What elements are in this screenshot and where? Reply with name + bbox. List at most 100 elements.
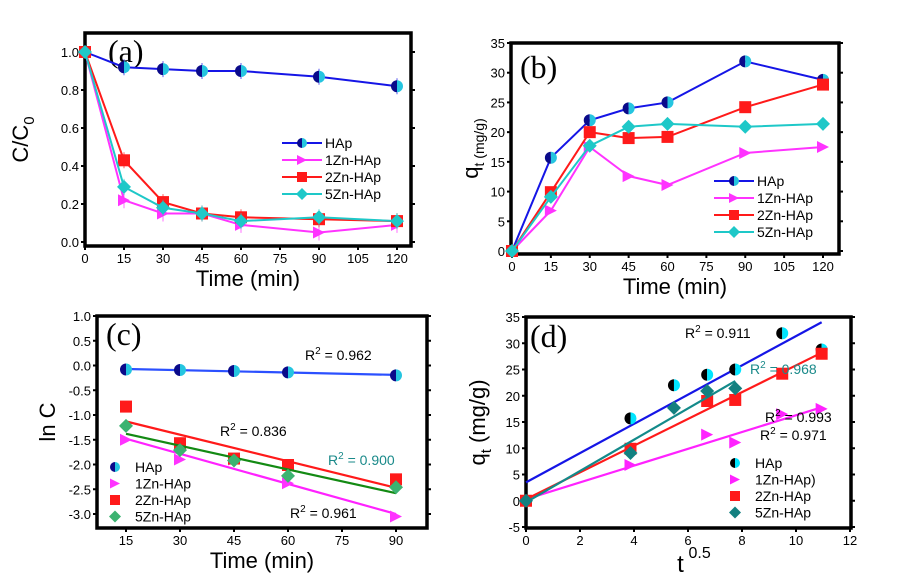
data-point xyxy=(817,78,829,91)
y-tick-label: 10 xyxy=(506,441,520,456)
data-point-right xyxy=(735,363,742,376)
x-tick-label: 90 xyxy=(312,251,326,266)
data-point-right xyxy=(180,363,186,376)
panel-label: (c) xyxy=(106,316,142,352)
plot-frame xyxy=(95,314,429,530)
x-tick-label: 45 xyxy=(195,251,209,266)
legend-label: 1Zn-HAp xyxy=(757,190,813,206)
y-tick-label: 10 xyxy=(491,185,505,200)
y-tick-label: 15 xyxy=(491,155,505,170)
x-tick-label: 30 xyxy=(583,259,597,274)
legend-label: 2Zn-HAp xyxy=(755,488,811,504)
y-tick-label: 35 xyxy=(491,36,505,51)
data-point-right xyxy=(589,114,596,127)
data-point-left xyxy=(729,363,736,376)
y-tick-label: -2.5 xyxy=(69,482,91,497)
data-point xyxy=(313,226,325,239)
legend-marker xyxy=(297,155,307,165)
x-tick-label: 75 xyxy=(699,259,713,274)
data-point-right xyxy=(782,327,789,340)
x-tick-label: 45 xyxy=(621,259,635,274)
data-point xyxy=(120,433,132,446)
x-tick-label: 4 xyxy=(630,533,637,548)
y-tick-label: 0.0 xyxy=(61,235,79,250)
panel-a: 0.0 0.2 0.4 0.6 0.8 1.0 0 15 30 45 60 75 90 105 120 Tim… xyxy=(8,31,415,291)
x-axis-title-sup: 0.5 xyxy=(689,545,711,562)
r-squared-label: R2 = 0.962 xyxy=(305,346,372,363)
x-tick-label: 30 xyxy=(156,251,170,266)
data-point xyxy=(815,402,828,415)
legend-item: 1Zn-HAp xyxy=(714,190,813,206)
data-point-left xyxy=(583,114,590,127)
legend-label: HAp xyxy=(757,173,784,189)
legend-item: 1Zn-HAp) xyxy=(730,472,816,488)
data-point-right xyxy=(124,61,130,74)
data-point xyxy=(776,367,789,380)
legend-item: HAp xyxy=(110,459,162,475)
data-point xyxy=(505,244,519,258)
data-point-right xyxy=(202,65,208,77)
data-point xyxy=(739,101,752,114)
r-squared-label: R2 = 0.911 xyxy=(685,324,751,341)
fit-line xyxy=(525,380,736,504)
y-tick-label: -1.0 xyxy=(69,408,91,423)
y-tick-label: 0 xyxy=(498,244,505,259)
y-tick-label: 35 xyxy=(506,310,520,325)
legend-marker xyxy=(297,172,307,182)
data-point xyxy=(312,210,326,225)
fit-line xyxy=(125,437,397,516)
data-point-left xyxy=(776,327,783,340)
y-tick-label: -5 xyxy=(508,520,520,535)
data-point xyxy=(624,459,637,472)
data-point xyxy=(583,126,596,139)
data-point-left xyxy=(235,65,241,77)
series-5zn-hap xyxy=(78,45,404,230)
data-point xyxy=(623,445,638,460)
data-point xyxy=(390,214,404,229)
legend-label: 2Zn-HAp xyxy=(135,492,191,508)
y-axis-title: C/C0 xyxy=(8,116,38,162)
data-point xyxy=(390,510,402,523)
y-tick-label: -3.0 xyxy=(69,507,91,522)
data-point-left xyxy=(313,70,319,83)
legend-label: HAp xyxy=(135,459,162,475)
x-tick-label: 30 xyxy=(173,533,187,548)
x-tick-label: 2 xyxy=(576,533,583,548)
legend-label: 1Zn-HAp xyxy=(135,476,191,492)
data-point xyxy=(621,119,636,134)
legend-marker-left xyxy=(730,458,735,468)
data-point-left xyxy=(622,102,629,115)
legend-item: 2Zn-HAp xyxy=(282,169,381,185)
legend-item: 2Zn-HAp xyxy=(730,488,811,504)
r-squared-label: R2 = 0.971 xyxy=(760,426,827,443)
x-axis-title: t xyxy=(677,551,684,576)
x-axis-title: Time (min) xyxy=(196,266,300,291)
y-tick-label: -2.0 xyxy=(69,458,91,473)
x-tick-label: 15 xyxy=(544,259,558,274)
legend-item: HAp xyxy=(714,173,784,189)
data-point-right xyxy=(550,151,557,164)
y-tick-label: 0.0 xyxy=(73,359,91,374)
data-point-left xyxy=(157,63,163,76)
y-axis-title: qt (mg/g) xyxy=(465,379,495,465)
y-tick-label: 5 xyxy=(498,214,505,229)
data-point-right xyxy=(397,80,404,93)
data-point xyxy=(776,408,789,421)
data-point xyxy=(544,204,557,217)
data-point-left xyxy=(174,363,180,376)
data-point xyxy=(117,179,131,194)
data-point-right xyxy=(234,364,240,377)
data-point xyxy=(729,436,742,449)
legend-item: 5Zn-HAp xyxy=(729,505,811,521)
data-point-left xyxy=(701,368,708,381)
legend-item: HAp xyxy=(730,455,782,471)
legend-marker xyxy=(109,510,121,523)
data-point xyxy=(118,194,130,207)
data-point-left xyxy=(228,364,234,377)
legend-label: 1Zn-HAp xyxy=(325,152,381,168)
legend-marker-right xyxy=(115,462,120,472)
data-point xyxy=(195,206,209,221)
legend-marker xyxy=(729,193,739,203)
series-1zn-hap-: R2 = 0.971 xyxy=(520,402,828,507)
legend-label: 5Zn-HAp xyxy=(325,186,381,202)
